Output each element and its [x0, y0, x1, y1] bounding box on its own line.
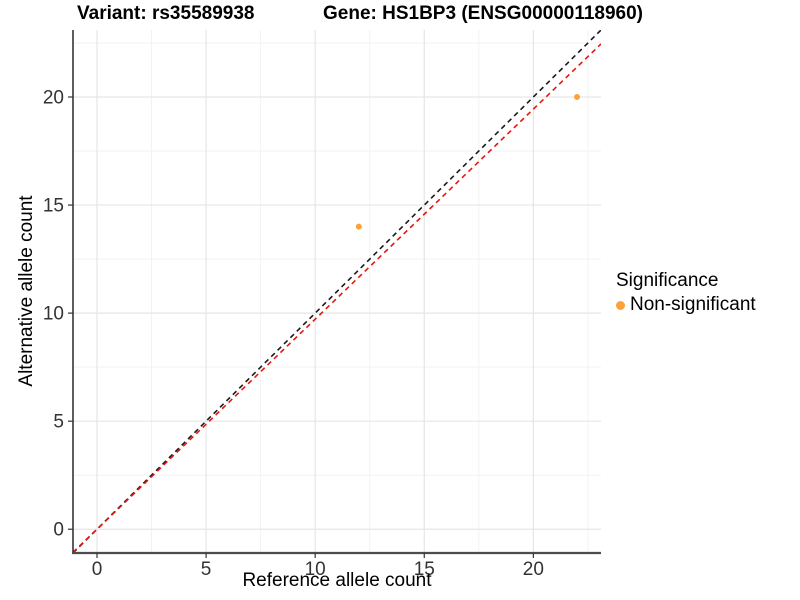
legend-title: Significance [616, 270, 719, 291]
y-axis-title: Alternative allele count [16, 195, 37, 387]
y-tick-label: 10 [43, 304, 64, 325]
identity-dashed-line [73, 30, 601, 553]
expected-ratio-dashed-line [73, 43, 601, 553]
data-point [574, 93, 580, 100]
y-tick-label: 20 [43, 87, 64, 108]
y-tick-label: 0 [53, 520, 64, 541]
legend-item-label: Non-significant [630, 294, 756, 315]
x-tick-label: 10 [305, 559, 326, 580]
legend-item-non-significant: Non-significant [616, 294, 756, 316]
x-tick-label: 20 [523, 559, 544, 580]
legend-point-icon [616, 300, 625, 310]
legend: Significance Non-significant [616, 270, 756, 316]
y-tick-label: 5 [53, 412, 64, 433]
x-tick-label: 5 [201, 559, 212, 580]
plot-title-variant: Variant: rs35589938 [77, 3, 255, 24]
data-point [355, 223, 362, 230]
x-tick-label: 15 [414, 559, 435, 580]
x-axis-title: Reference allele count [242, 570, 432, 591]
x-tick-label: 0 [92, 559, 103, 580]
y-tick-label: 15 [43, 196, 64, 217]
plot-title-gene: Gene: HS1BP3 (ENSG00000118960) [323, 3, 644, 24]
